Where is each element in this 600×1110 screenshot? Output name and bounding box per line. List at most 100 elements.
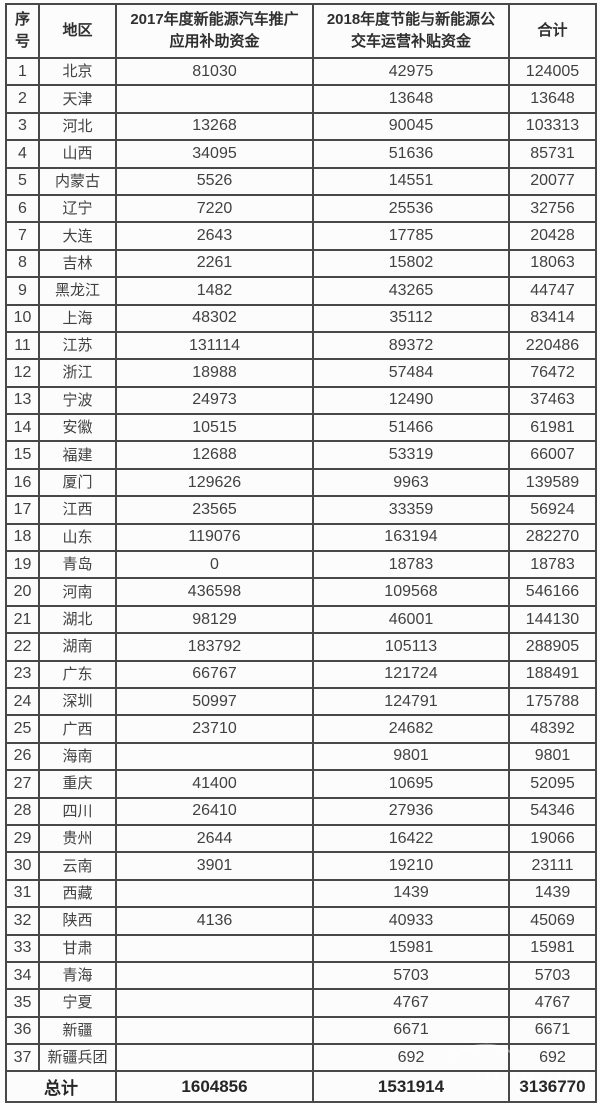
region-cell: 河南 xyxy=(38,577,117,607)
table-row: 34 青海 5703 5703 xyxy=(5,960,597,991)
total-2017: 1604856 xyxy=(115,1070,314,1104)
header-total: 合计 xyxy=(508,3,597,59)
row-index-cell: 32 xyxy=(5,906,40,936)
table-row: 1 北京 81030 42975 124005 xyxy=(5,56,597,87)
y2018-cell: 1439 xyxy=(312,878,510,909)
table-row: 15 福建 12688 53319 66007 xyxy=(5,440,597,470)
y2017-cell: 23710 xyxy=(115,714,314,744)
y2017-cell xyxy=(115,741,314,772)
row-index-cell: 21 xyxy=(5,604,40,635)
row-index-cell: 29 xyxy=(5,823,40,854)
table-row: 3 河北 13268 90045 103313 xyxy=(5,111,597,142)
y2017-cell xyxy=(115,933,314,963)
row-total-cell: 1439 xyxy=(508,878,597,909)
region-cell: 四川 xyxy=(38,796,117,826)
row-index-cell: 27 xyxy=(5,769,40,799)
row-index-cell: 9 xyxy=(5,276,40,306)
row-total-cell: 37463 xyxy=(508,385,597,416)
table-row: 9 黑龙江 1482 43265 44747 xyxy=(5,276,597,306)
table-row: 37 新疆兵团 692 692 xyxy=(5,1043,597,1073)
row-index-cell: 5 xyxy=(5,166,40,196)
region-cell: 江西 xyxy=(38,495,117,525)
row-index-cell: 3 xyxy=(5,111,40,142)
table-row: 19 青岛 0 18783 18783 xyxy=(5,550,597,580)
row-index-cell: 2 xyxy=(5,84,40,114)
header-2017-subsidy: 2017年度新能源汽车推广应用补助资金 xyxy=(115,3,314,59)
row-index-cell: 19 xyxy=(5,550,40,580)
y2017-cell xyxy=(115,960,314,991)
region-cell: 辽宁 xyxy=(38,193,117,224)
y2018-cell: 89372 xyxy=(312,330,510,361)
row-index-cell: 23 xyxy=(5,659,40,689)
y2017-cell: 10515 xyxy=(115,413,314,443)
table-row: 25 广西 23710 24682 48392 xyxy=(5,714,597,744)
table-row: 24 深圳 50997 124791 175788 xyxy=(5,686,597,717)
y2017-cell: 34095 xyxy=(115,139,314,169)
row-index-cell: 33 xyxy=(5,933,40,963)
header-2018-subsidy: 2018年度节能与新能源公交车运营补贴资金 xyxy=(312,3,510,59)
table-header: 序号 地区 2017年度新能源汽车推广应用补助资金 2018年度节能与新能源公交… xyxy=(5,3,597,59)
row-total-cell: 52095 xyxy=(508,769,597,799)
table-row: 2 天津 13648 13648 xyxy=(5,84,597,114)
region-cell: 海南 xyxy=(38,741,117,772)
region-cell: 宁夏 xyxy=(38,988,117,1018)
region-cell: 吉林 xyxy=(38,248,117,279)
table-row: 23 广东 66767 121724 188491 xyxy=(5,659,597,689)
row-index-cell: 35 xyxy=(5,988,40,1018)
row-total-cell: 32756 xyxy=(508,193,597,224)
region-cell: 大连 xyxy=(38,221,117,251)
region-cell: 新疆 xyxy=(38,1015,117,1046)
y2017-cell: 436598 xyxy=(115,577,314,607)
region-cell: 山西 xyxy=(38,139,117,169)
y2018-cell: 90045 xyxy=(312,111,510,142)
table-row: 30 云南 3901 19210 23111 xyxy=(5,851,597,881)
row-index-cell: 28 xyxy=(5,796,40,826)
table-row: 8 吉林 2261 15802 18063 xyxy=(5,248,597,279)
region-cell: 重庆 xyxy=(38,769,117,799)
y2018-cell: 14551 xyxy=(312,166,510,196)
table-footer: 总计 1604856 1531914 3136770 xyxy=(5,1070,597,1104)
region-cell: 山东 xyxy=(38,522,117,553)
y2017-cell: 26410 xyxy=(115,796,314,826)
region-cell: 安徽 xyxy=(38,413,117,443)
table-row: 16 厦门 129626 9963 139589 xyxy=(5,467,597,498)
row-index-cell: 20 xyxy=(5,577,40,607)
y2017-cell: 0 xyxy=(115,550,314,580)
table-row: 36 新疆 6671 6671 xyxy=(5,1015,597,1046)
y2017-cell: 1482 xyxy=(115,276,314,306)
y2018-cell: 40933 xyxy=(312,906,510,936)
region-cell: 新疆兵团 xyxy=(38,1043,117,1073)
y2017-cell: 18988 xyxy=(115,358,314,388)
row-total-cell: 20428 xyxy=(508,221,597,251)
region-cell: 江苏 xyxy=(38,330,117,361)
y2018-cell: 163194 xyxy=(312,522,510,553)
y2018-cell: 33359 xyxy=(312,495,510,525)
table-row: 35 宁夏 4767 4767 xyxy=(5,988,597,1018)
y2018-cell: 51466 xyxy=(312,413,510,443)
row-total-cell: 18783 xyxy=(508,550,597,580)
header-row: 序号 地区 2017年度新能源汽车推广应用补助资金 2018年度节能与新能源公交… xyxy=(5,3,597,59)
y2018-cell: 15981 xyxy=(312,933,510,963)
region-cell: 福建 xyxy=(38,440,117,470)
row-total-cell: 546166 xyxy=(508,577,597,607)
y2018-cell: 692 xyxy=(312,1043,510,1073)
region-cell: 宁波 xyxy=(38,385,117,416)
row-index-cell: 8 xyxy=(5,248,40,279)
subsidy-table: 序号 地区 2017年度新能源汽车推广应用补助资金 2018年度节能与新能源公交… xyxy=(5,3,597,1104)
y2018-cell: 109568 xyxy=(312,577,510,607)
row-total-cell: 288905 xyxy=(508,632,597,662)
row-index-cell: 6 xyxy=(5,193,40,224)
row-index-cell: 34 xyxy=(5,960,40,991)
table-row: 14 安徽 10515 51466 61981 xyxy=(5,413,597,443)
y2017-cell xyxy=(115,1015,314,1046)
y2017-cell: 24973 xyxy=(115,385,314,416)
region-cell: 浙江 xyxy=(38,358,117,388)
row-total-cell: 13648 xyxy=(508,84,597,114)
row-total-cell: 54346 xyxy=(508,796,597,826)
row-index-cell: 10 xyxy=(5,303,40,333)
y2018-cell: 5703 xyxy=(312,960,510,991)
y2018-cell: 121724 xyxy=(312,659,510,689)
total-grand: 3136770 xyxy=(508,1070,597,1104)
row-index-cell: 22 xyxy=(5,632,40,662)
y2017-cell xyxy=(115,878,314,909)
